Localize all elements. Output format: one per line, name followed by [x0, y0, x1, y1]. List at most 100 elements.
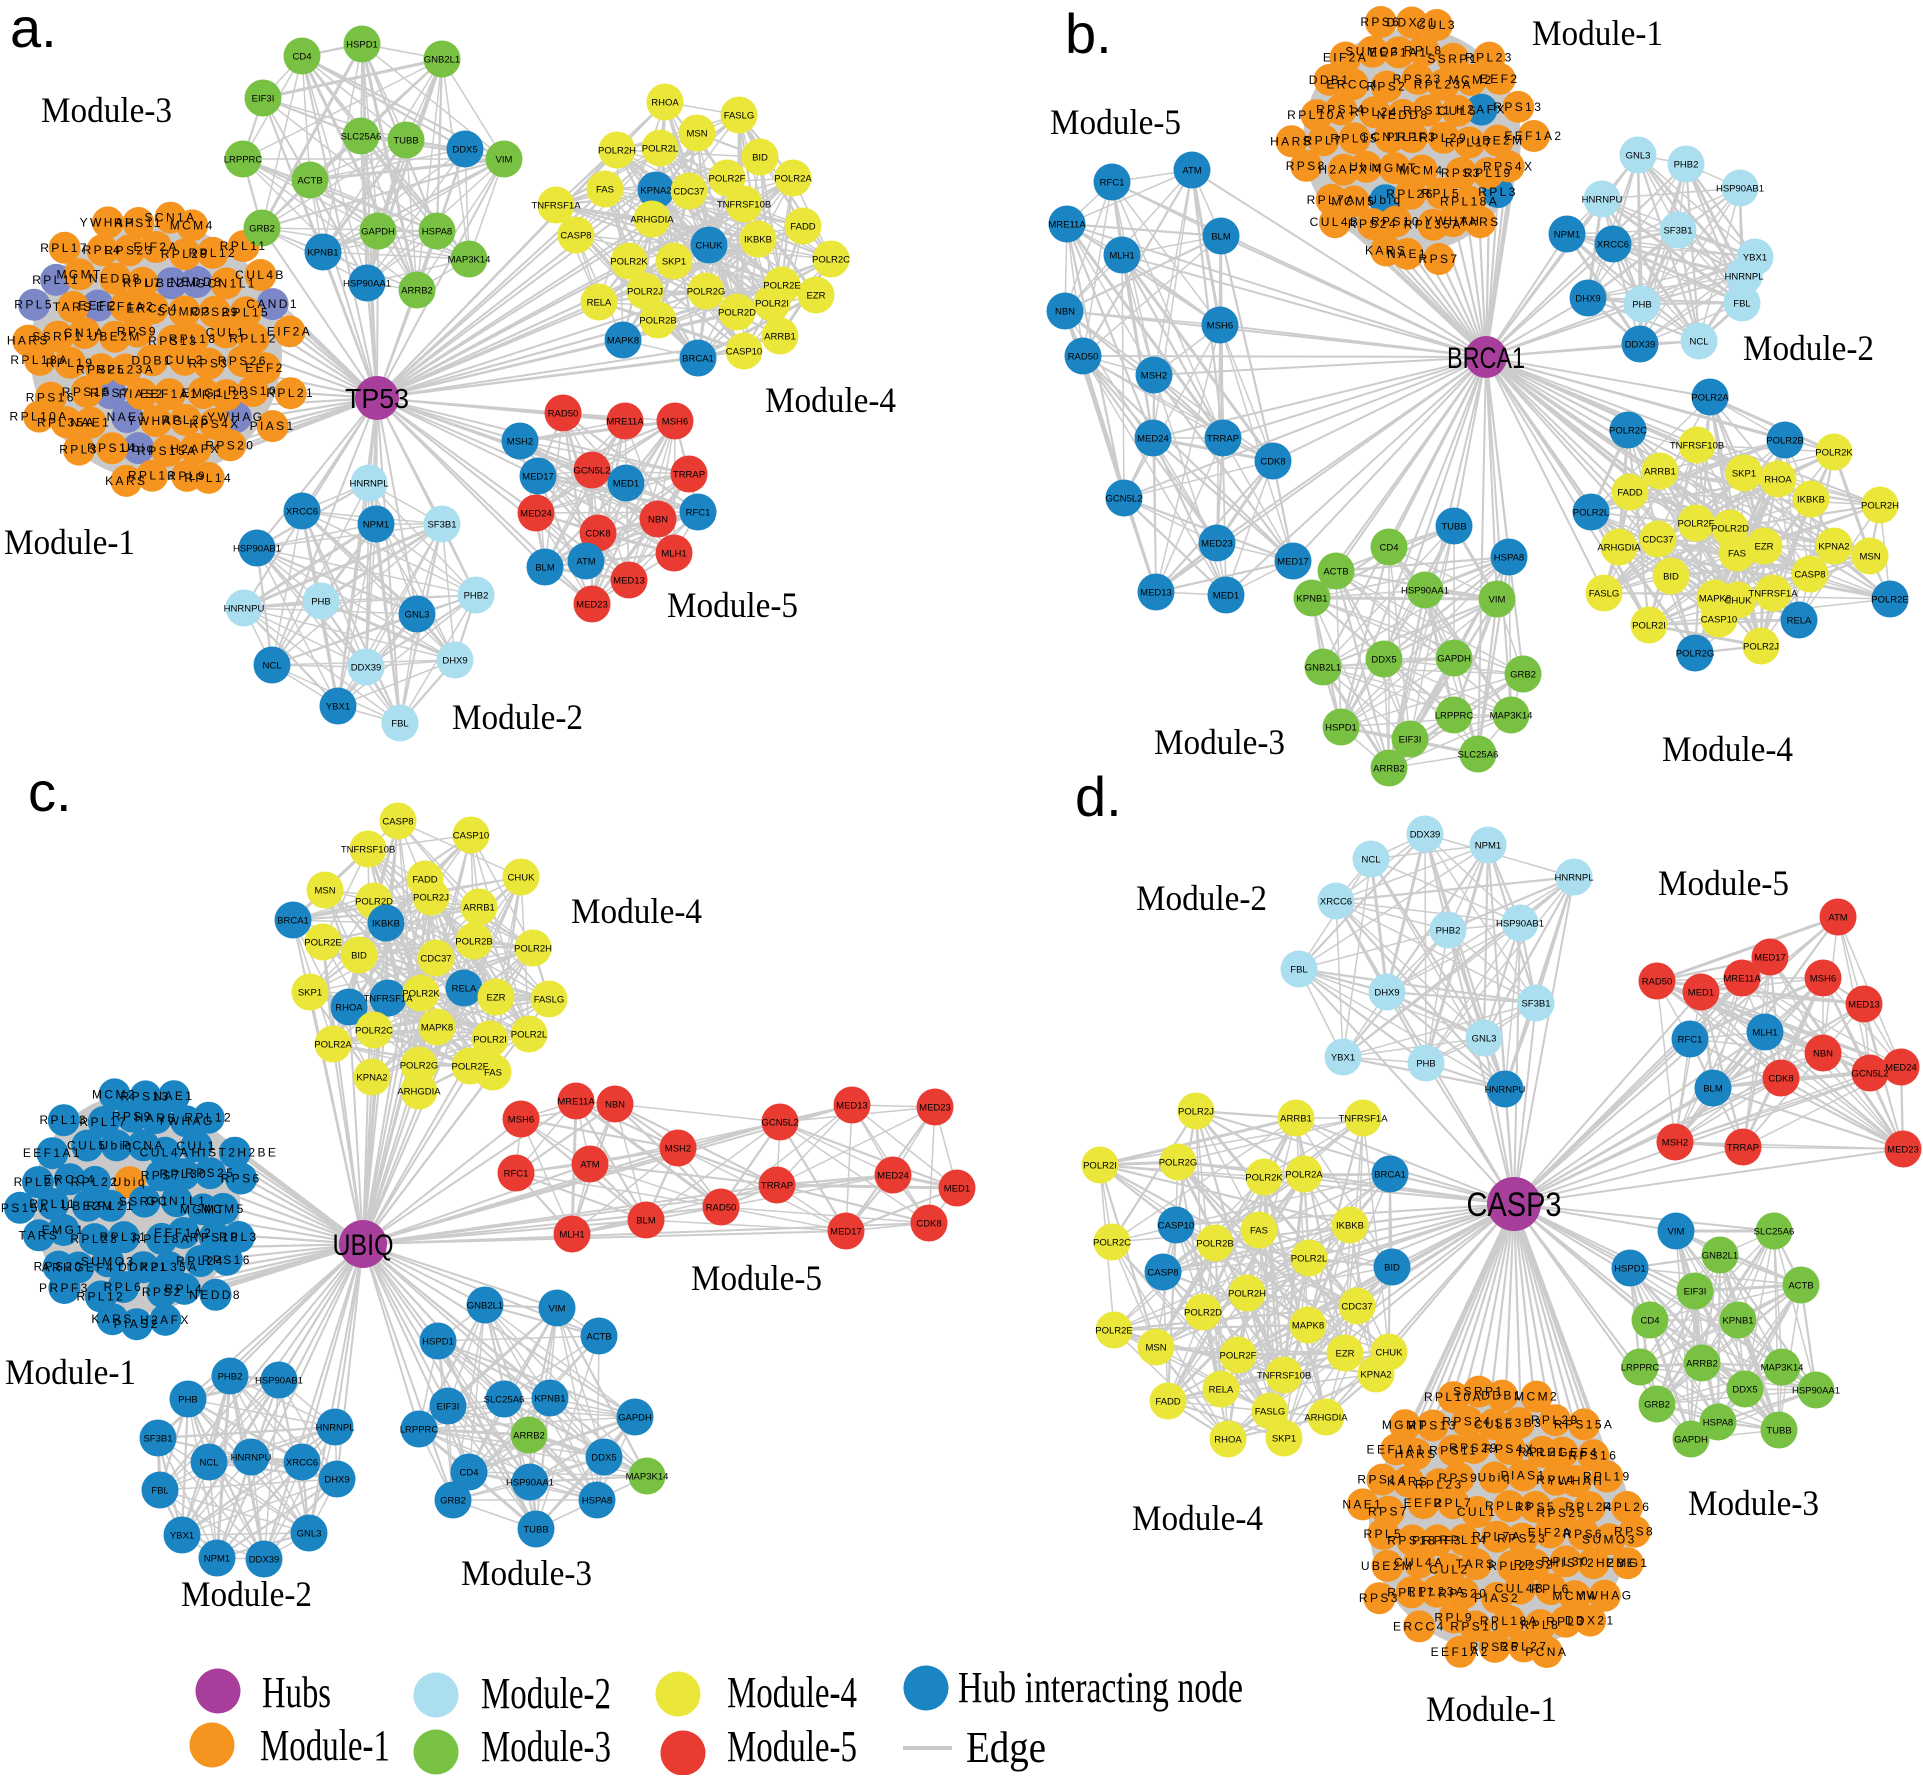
svg-text:SF3B1: SF3B1 [1663, 226, 1692, 237]
svg-text:GRB2: GRB2 [249, 224, 275, 235]
svg-text:RFC1: RFC1 [1678, 1035, 1703, 1046]
svg-text:EEF1A2: EEF1A2 [1504, 129, 1563, 143]
svg-text:POLR2H: POLR2H [1861, 501, 1899, 512]
svg-text:RPL18A: RPL18A [10, 353, 69, 367]
svg-text:CN1A: CN1A [64, 326, 106, 340]
svg-text:Module-3: Module-3 [1688, 1483, 1819, 1523]
svg-text:TRRAP: TRRAP [761, 1181, 793, 1192]
svg-text:Module-4: Module-4 [1132, 1498, 1263, 1538]
svg-text:TRRAP: TRRAP [673, 470, 705, 481]
svg-text:MAPK8: MAPK8 [607, 336, 639, 347]
svg-text:RPS25: RPS25 [185, 1166, 235, 1180]
svg-text:FADD: FADD [1617, 488, 1642, 499]
svg-text:TNFRSF10B: TNFRSF10B [717, 200, 771, 211]
svg-text:PIAS1: PIAS1 [250, 419, 296, 433]
svg-text:RPL7: RPL7 [123, 276, 163, 290]
svg-text:CUL5: CUL5 [67, 1139, 107, 1153]
svg-text:RPS4X: RPS4X [189, 417, 240, 431]
svg-text:a.: a. [10, 0, 57, 59]
svg-text:MRE11A: MRE11A [1048, 220, 1086, 231]
svg-text:MED23: MED23 [1201, 539, 1233, 550]
svg-text:UBE2M: UBE2M [61, 1199, 114, 1213]
svg-text:RPS13: RPS13 [1493, 100, 1543, 114]
svg-text:RPL22: RPL22 [1488, 1559, 1537, 1573]
svg-text:RPS24: RPS24 [1348, 217, 1398, 231]
svg-text:RPL13: RPL13 [128, 469, 177, 483]
svg-text:RPS11: RPS11 [114, 216, 163, 230]
svg-text:EEF1A1: EEF1A1 [1367, 1442, 1426, 1456]
svg-text:MED23: MED23 [1887, 1145, 1919, 1156]
svg-text:RPS15A: RPS15A [137, 444, 197, 458]
svg-text:MED1: MED1 [613, 479, 639, 490]
svg-text:RPS7: RPS7 [141, 1169, 182, 1183]
svg-text:DDX39: DDX39 [249, 1555, 280, 1566]
svg-text:HSPD1: HSPD1 [422, 1337, 454, 1348]
svg-text:CASP8: CASP8 [382, 817, 413, 828]
svg-text:VIM: VIM [1489, 595, 1506, 606]
svg-text:ERCC4: ERCC4 [1326, 77, 1379, 91]
svg-text:EIF3I: EIF3I [437, 1402, 460, 1413]
svg-text:CASP10: CASP10 [726, 347, 762, 358]
svg-text:CUL1: CUL1 [176, 1139, 216, 1153]
svg-text:POLR2J: POLR2J [1743, 642, 1779, 653]
svg-text:H2AFX: H2AFX [1456, 103, 1507, 117]
svg-text:RPL23A: RPL23A [96, 363, 155, 377]
svg-text:RAD50: RAD50 [1642, 977, 1673, 988]
svg-text:RPL27: RPL27 [1500, 1640, 1549, 1654]
svg-text:Module-4: Module-4 [765, 380, 896, 420]
svg-text:PIAS2: PIAS2 [114, 1317, 160, 1331]
svg-text:CUL2: CUL2 [165, 353, 205, 367]
svg-text:ATM: ATM [580, 1160, 599, 1171]
svg-text:b.: b. [1065, 2, 1112, 65]
svg-text:RPS2: RPS2 [1366, 80, 1407, 94]
svg-text:RPL19: RPL19 [46, 356, 95, 370]
svg-text:RHOA: RHOA [1764, 475, 1792, 486]
svg-text:RPS10: RPS10 [1450, 1620, 1500, 1634]
svg-text:POLR2J: POLR2J [413, 893, 449, 904]
svg-text:RPL12: RPL12 [76, 1290, 125, 1304]
svg-text:RPS13: RPS13 [1408, 1419, 1458, 1433]
svg-text:MED23: MED23 [919, 1103, 951, 1114]
svg-text:RPL4: RPL4 [165, 1282, 205, 1296]
svg-text:POLR2E: POLR2E [304, 938, 342, 949]
svg-text:CDK8: CDK8 [1768, 1074, 1793, 1085]
svg-text:KPNB1: KPNB1 [1296, 594, 1327, 605]
svg-text:HSP90AA1: HSP90AA1 [1792, 1386, 1840, 1397]
svg-text:FASLG: FASLG [534, 995, 565, 1006]
svg-text:RPL24: RPL24 [1350, 105, 1399, 119]
svg-text:POLR2G: POLR2G [1676, 649, 1715, 660]
svg-text:RPL18A: RPL18A [132, 1232, 191, 1246]
svg-text:EZR: EZR [1755, 542, 1774, 553]
svg-text:RPS7: RPS7 [1419, 252, 1460, 266]
svg-text:NBN: NBN [648, 515, 668, 526]
svg-text:Ubiq: Ubiq [1368, 193, 1402, 207]
svg-text:DDX39: DDX39 [1625, 340, 1656, 351]
svg-text:SCN1A: SCN1A [144, 211, 196, 225]
svg-text:YWHAG: YWHAG [1576, 1589, 1633, 1603]
svg-text:RPS29: RPS29 [190, 305, 240, 319]
svg-text:MRE11A: MRE11A [557, 1097, 595, 1108]
svg-text:PIAS2: PIAS2 [1474, 1591, 1520, 1605]
svg-text:TUBB: TUBB [1441, 522, 1466, 533]
svg-text:CD4: CD4 [292, 52, 311, 63]
svg-text:GCN5L2: GCN5L2 [1852, 1069, 1889, 1080]
svg-text:NAE1: NAE1 [70, 416, 111, 430]
svg-text:TARS: TARS [53, 300, 94, 314]
svg-text:CDK8: CDK8 [916, 1219, 941, 1230]
svg-text:MGMT: MGMT [180, 1202, 226, 1216]
svg-text:POLR2K: POLR2K [402, 989, 440, 1000]
svg-text:SKP1: SKP1 [1272, 1434, 1296, 1445]
svg-text:POLR2I: POLR2I [1632, 621, 1666, 632]
svg-text:ARHGEF4: ARHGEF4 [1526, 1446, 1599, 1460]
svg-text:ARRB2: ARRB2 [1686, 1359, 1718, 1370]
svg-text:Ubiq: Ubiq [113, 1175, 147, 1189]
svg-text:SUMO3: SUMO3 [157, 305, 212, 319]
svg-text:MRE11A: MRE11A [1723, 974, 1761, 985]
svg-text:SLC25A6: SLC25A6 [1754, 1227, 1795, 1238]
svg-text:XRCC6: XRCC6 [286, 1458, 318, 1469]
svg-text:RPS16: RPS16 [1568, 1448, 1618, 1462]
svg-text:POLR2D: POLR2D [1184, 1308, 1222, 1319]
svg-text:H2AFX: H2AFX [170, 442, 221, 456]
svg-text:DHX9: DHX9 [1374, 988, 1399, 999]
svg-text:SSRP1: SSRP1 [119, 1195, 170, 1209]
